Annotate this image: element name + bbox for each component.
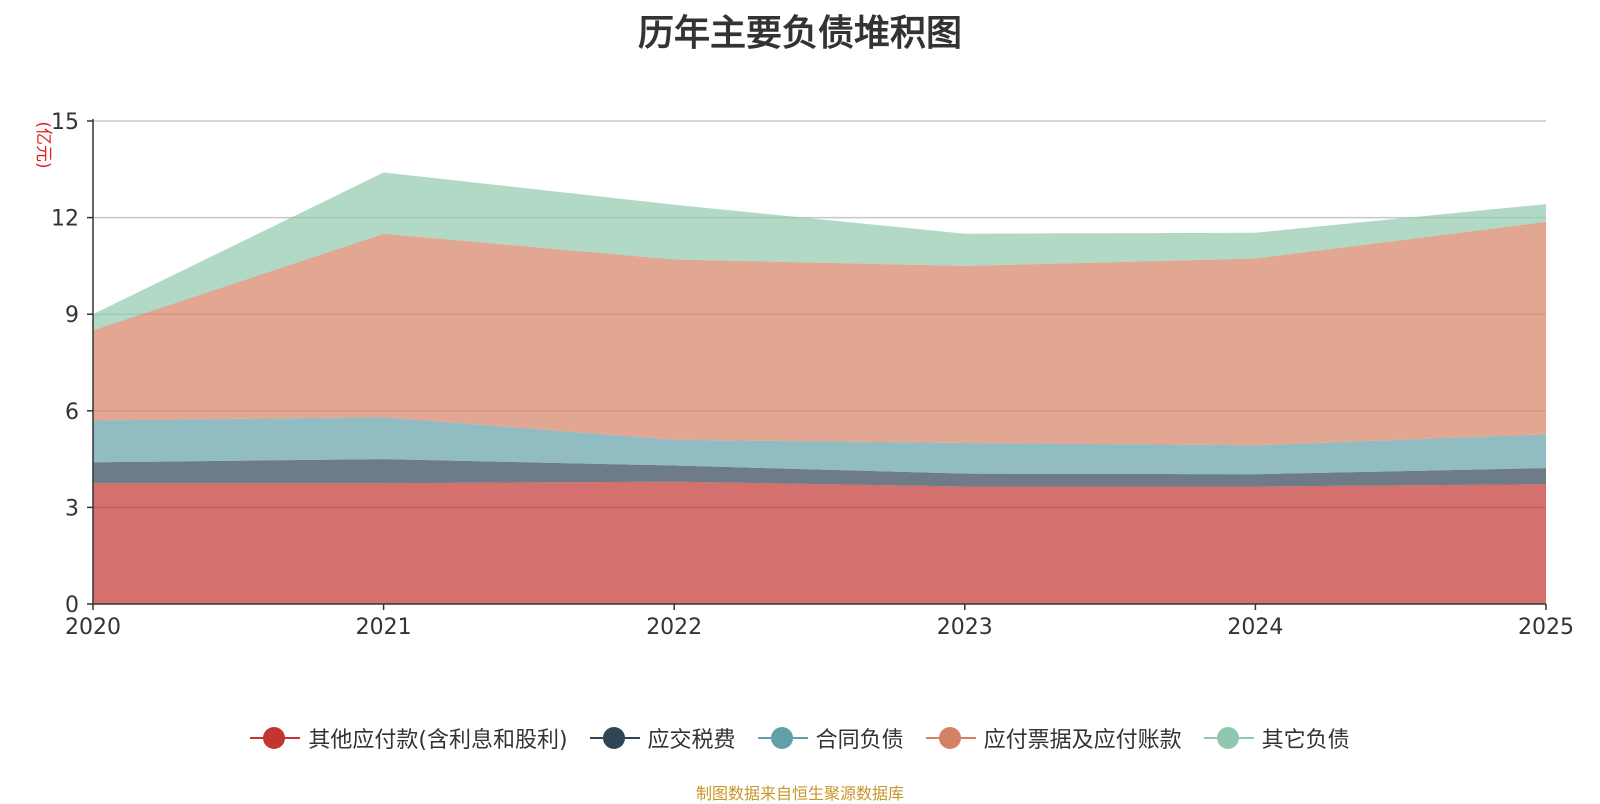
y-tick-label: 15	[51, 110, 79, 135]
legend-item-1[interactable]: 其他应付款(含利息和股利)	[250, 722, 568, 754]
y-tick-label: 12	[51, 207, 79, 232]
y-tick-label: 6	[65, 400, 79, 425]
y-tick-label: 9	[65, 303, 79, 328]
y-tick-label: 3	[65, 496, 79, 521]
legend-label: 应付票据及应付账款	[983, 728, 1182, 753]
legend-label: 其他应付款(含利息和股利)	[308, 728, 568, 753]
axis-layer: 0 3 6 9 12 15 2020 2021 2022 2023 2024 2025	[51, 110, 1574, 640]
series-area-4	[93, 221, 1546, 446]
legend-marker-icon	[250, 726, 301, 750]
legend-marker-icon	[757, 726, 808, 750]
x-tick-label: 2022	[646, 615, 702, 640]
legend-label: 合同负债	[815, 728, 904, 753]
series-area-5	[93, 172, 1546, 331]
legend-item-5[interactable]: 其它负债	[1203, 722, 1350, 754]
area-layer	[93, 172, 1546, 604]
x-tick-label: 2021	[356, 615, 412, 640]
legend-item-2[interactable]: 应交税费	[589, 722, 736, 754]
series-area-2	[93, 459, 1546, 487]
legend-marker-icon	[589, 726, 640, 750]
chart-title: 历年主要负债堆积图	[637, 13, 962, 54]
x-tick-label: 2024	[1227, 615, 1283, 640]
source-note: 制图数据来自恒生聚源数据库	[695, 784, 904, 803]
legend-item-3[interactable]: 合同负债	[757, 722, 904, 754]
legend-marker-icon	[1203, 726, 1254, 750]
x-tick-label: 2023	[937, 615, 993, 640]
series-area-1	[93, 481, 1546, 604]
legend-marker-icon	[925, 726, 976, 750]
y-tick-label: 0	[65, 593, 79, 618]
legend-label: 其它负债	[1261, 728, 1350, 753]
legend: 其他应付款(含利息和股利) 应交税费 合同负债 应付票据及应付账款 其它负债	[0, 718, 1600, 758]
series-area-3	[93, 417, 1546, 475]
y-unit-label: (亿元)	[33, 121, 53, 168]
x-tick-label: 2025	[1518, 615, 1574, 640]
x-tick-label: 2020	[65, 615, 121, 640]
legend-label: 应交税费	[647, 728, 736, 753]
legend-item-4[interactable]: 应付票据及应付账款	[925, 722, 1182, 754]
